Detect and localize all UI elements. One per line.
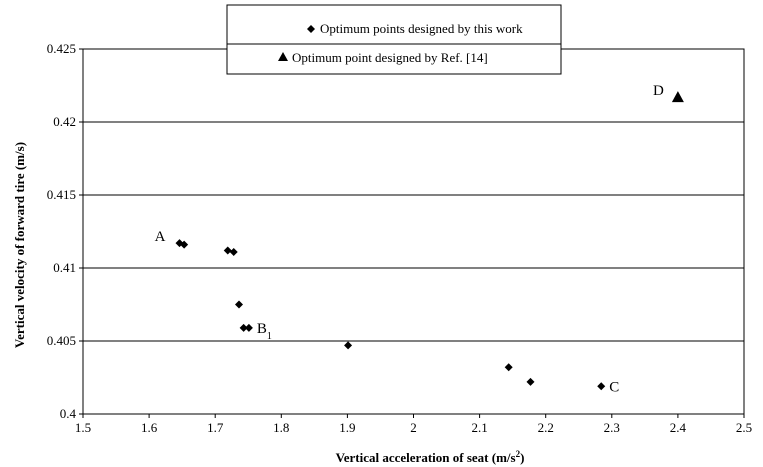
plot-area-frame <box>82 48 745 415</box>
y-tick-label: 0.425 <box>47 41 76 56</box>
legend-triangle-marker <box>278 52 288 61</box>
x-tick-label: 2.1 <box>471 420 487 435</box>
point-annotations: A B1 C D <box>155 83 664 395</box>
x-tick-label: 2.3 <box>604 420 620 435</box>
x-tick-label: 2.5 <box>736 420 752 435</box>
data-point-diamond <box>180 240 189 249</box>
x-tick-label: 2 <box>410 420 417 435</box>
y-tick-label: 0.4 <box>60 406 77 421</box>
x-tick-label: 1.9 <box>339 420 355 435</box>
y-tick-label: 0.415 <box>47 187 76 202</box>
data-point-triangle <box>671 91 684 103</box>
y-axis-title: Vertical velocity of forward tire (m/s) <box>12 142 27 348</box>
data-point-diamond <box>239 323 248 332</box>
data-point-diamond <box>526 377 535 386</box>
annotation-c: C <box>609 379 619 395</box>
x-axis-ticks: 1.5 1.6 1.7 1.8 1.9 2 2.1 2.2 2.3 2.4 2.5 <box>75 414 752 435</box>
x-tick-label: 2.4 <box>670 420 687 435</box>
data-point-diamond <box>344 341 353 350</box>
legend-box <box>226 4 562 75</box>
x-tick-label: 1.8 <box>273 420 289 435</box>
x-tick-label: 1.7 <box>207 420 224 435</box>
data-points <box>175 91 684 391</box>
x-axis-title: Vertical acceleration of seat (m/s2) <box>336 449 525 465</box>
data-point-diamond <box>229 247 238 256</box>
legend-label-ref: Optimum point designed by Ref. [14] <box>292 50 488 65</box>
annotation-b: B1 <box>257 321 272 342</box>
data-point-diamond <box>234 300 243 309</box>
annotation-a: A <box>155 229 166 245</box>
legend-diamond-marker <box>307 25 315 33</box>
legend: Optimum points designed by this work Opt… <box>226 4 562 75</box>
y-axis-ticks: 0.4 0.405 0.41 0.415 0.42 0.425 <box>47 41 83 421</box>
x-tick-label: 2.2 <box>538 420 554 435</box>
legend-label-this-work: Optimum points designed by this work <box>320 21 523 36</box>
y-tick-label: 0.405 <box>47 333 76 348</box>
data-point-diamond <box>244 323 253 332</box>
y-tick-label: 0.42 <box>53 114 76 129</box>
grid-lines <box>83 121 744 342</box>
data-point-diamond <box>504 363 513 372</box>
annotation-d: D <box>653 83 664 99</box>
data-point-diamond <box>597 382 606 391</box>
y-tick-label: 0.41 <box>53 260 76 275</box>
x-tick-label: 1.5 <box>75 420 91 435</box>
data-point-diamond <box>223 246 232 255</box>
x-tick-label: 1.6 <box>141 420 158 435</box>
x-axis-title-superscript: 2 <box>516 449 521 459</box>
